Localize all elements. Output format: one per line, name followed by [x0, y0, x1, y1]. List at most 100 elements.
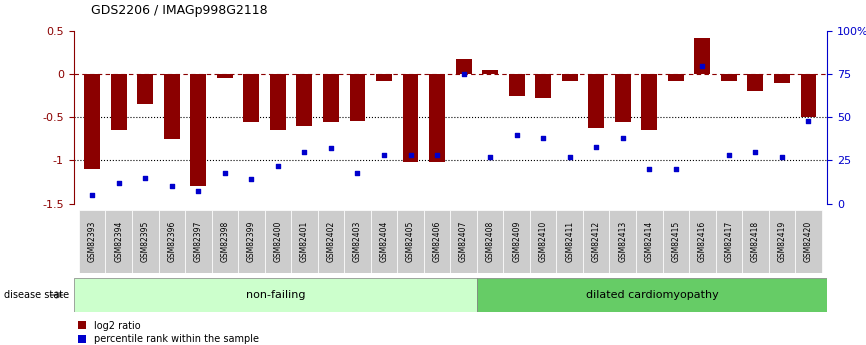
- Text: GSM82416: GSM82416: [698, 221, 707, 262]
- Bar: [216, 74, 233, 79]
- Bar: [610, 210, 636, 273]
- Text: GSM82395: GSM82395: [141, 221, 150, 262]
- Point: [139, 175, 152, 180]
- Point: [616, 135, 630, 141]
- Text: GSM82410: GSM82410: [539, 221, 547, 262]
- Bar: [429, 74, 445, 162]
- Bar: [715, 210, 742, 273]
- Text: GSM82406: GSM82406: [432, 221, 442, 262]
- Text: GSM82398: GSM82398: [220, 221, 229, 262]
- Bar: [344, 210, 371, 273]
- Point: [218, 170, 232, 175]
- Point: [85, 192, 99, 198]
- Bar: [164, 74, 180, 139]
- Point: [298, 149, 312, 155]
- Bar: [158, 210, 185, 273]
- Bar: [243, 74, 259, 122]
- Text: dilated cardiomyopathy: dilated cardiomyopathy: [585, 290, 719, 300]
- Text: GSM82417: GSM82417: [724, 221, 734, 262]
- Point: [112, 180, 126, 186]
- Point: [351, 170, 365, 175]
- Point: [510, 132, 524, 137]
- Text: GDS2206 / IMAGp998G2118: GDS2206 / IMAGp998G2118: [91, 4, 268, 17]
- Point: [377, 152, 391, 158]
- Bar: [211, 210, 238, 273]
- Point: [536, 135, 550, 141]
- Text: GSM82418: GSM82418: [751, 221, 759, 262]
- Text: GSM82397: GSM82397: [194, 221, 203, 262]
- Bar: [477, 210, 503, 273]
- Bar: [403, 74, 418, 162]
- Bar: [111, 74, 126, 130]
- Bar: [106, 210, 132, 273]
- Point: [244, 177, 258, 182]
- Point: [483, 154, 497, 160]
- Point: [589, 144, 603, 149]
- Bar: [238, 210, 265, 273]
- Bar: [747, 74, 763, 91]
- Point: [404, 152, 417, 158]
- Text: GSM82399: GSM82399: [247, 221, 255, 262]
- Bar: [456, 59, 472, 74]
- Bar: [265, 210, 291, 273]
- Bar: [477, 278, 827, 312]
- Bar: [588, 74, 604, 128]
- Text: non-failing: non-failing: [246, 290, 305, 300]
- Text: GSM82404: GSM82404: [379, 221, 389, 262]
- Bar: [636, 210, 662, 273]
- Bar: [615, 74, 630, 122]
- Bar: [376, 74, 392, 81]
- Bar: [769, 210, 795, 273]
- Text: GSM82403: GSM82403: [353, 221, 362, 262]
- Text: disease state: disease state: [4, 290, 69, 300]
- Bar: [84, 74, 100, 169]
- Bar: [742, 210, 769, 273]
- Text: GSM82401: GSM82401: [300, 221, 309, 262]
- Point: [191, 189, 205, 194]
- Bar: [583, 210, 610, 273]
- Text: GSM82408: GSM82408: [486, 221, 494, 262]
- Bar: [695, 38, 710, 74]
- Text: GSM82414: GSM82414: [645, 221, 654, 262]
- Point: [165, 184, 178, 189]
- Text: GSM82405: GSM82405: [406, 221, 415, 262]
- Bar: [296, 74, 313, 126]
- Bar: [191, 74, 206, 186]
- Bar: [800, 74, 817, 117]
- Text: GSM82409: GSM82409: [512, 221, 521, 262]
- Bar: [138, 74, 153, 104]
- Bar: [530, 210, 557, 273]
- Bar: [668, 74, 684, 81]
- Point: [456, 71, 470, 77]
- Bar: [132, 210, 158, 273]
- Bar: [185, 210, 211, 273]
- Bar: [79, 210, 106, 273]
- Bar: [662, 210, 689, 273]
- Text: GSM82413: GSM82413: [618, 221, 627, 262]
- Bar: [795, 210, 822, 273]
- Text: GSM82415: GSM82415: [671, 221, 681, 262]
- Text: GSM82396: GSM82396: [167, 221, 177, 262]
- Bar: [774, 74, 790, 83]
- Bar: [318, 210, 344, 273]
- Point: [695, 63, 709, 68]
- Bar: [721, 74, 737, 81]
- Text: GSM82411: GSM82411: [565, 221, 574, 262]
- Point: [643, 166, 656, 172]
- Text: GSM82394: GSM82394: [114, 221, 123, 262]
- Point: [748, 149, 762, 155]
- Bar: [350, 74, 365, 121]
- Point: [669, 166, 682, 172]
- Bar: [423, 210, 450, 273]
- Point: [271, 163, 285, 168]
- Bar: [557, 210, 583, 273]
- Bar: [503, 210, 530, 273]
- Text: GSM82420: GSM82420: [804, 221, 813, 262]
- Bar: [371, 210, 397, 273]
- Point: [563, 154, 577, 160]
- Text: GSM82400: GSM82400: [274, 221, 282, 262]
- Bar: [74, 278, 477, 312]
- Text: GSM82402: GSM82402: [326, 221, 335, 262]
- Text: GSM82412: GSM82412: [591, 221, 601, 262]
- Bar: [508, 74, 525, 96]
